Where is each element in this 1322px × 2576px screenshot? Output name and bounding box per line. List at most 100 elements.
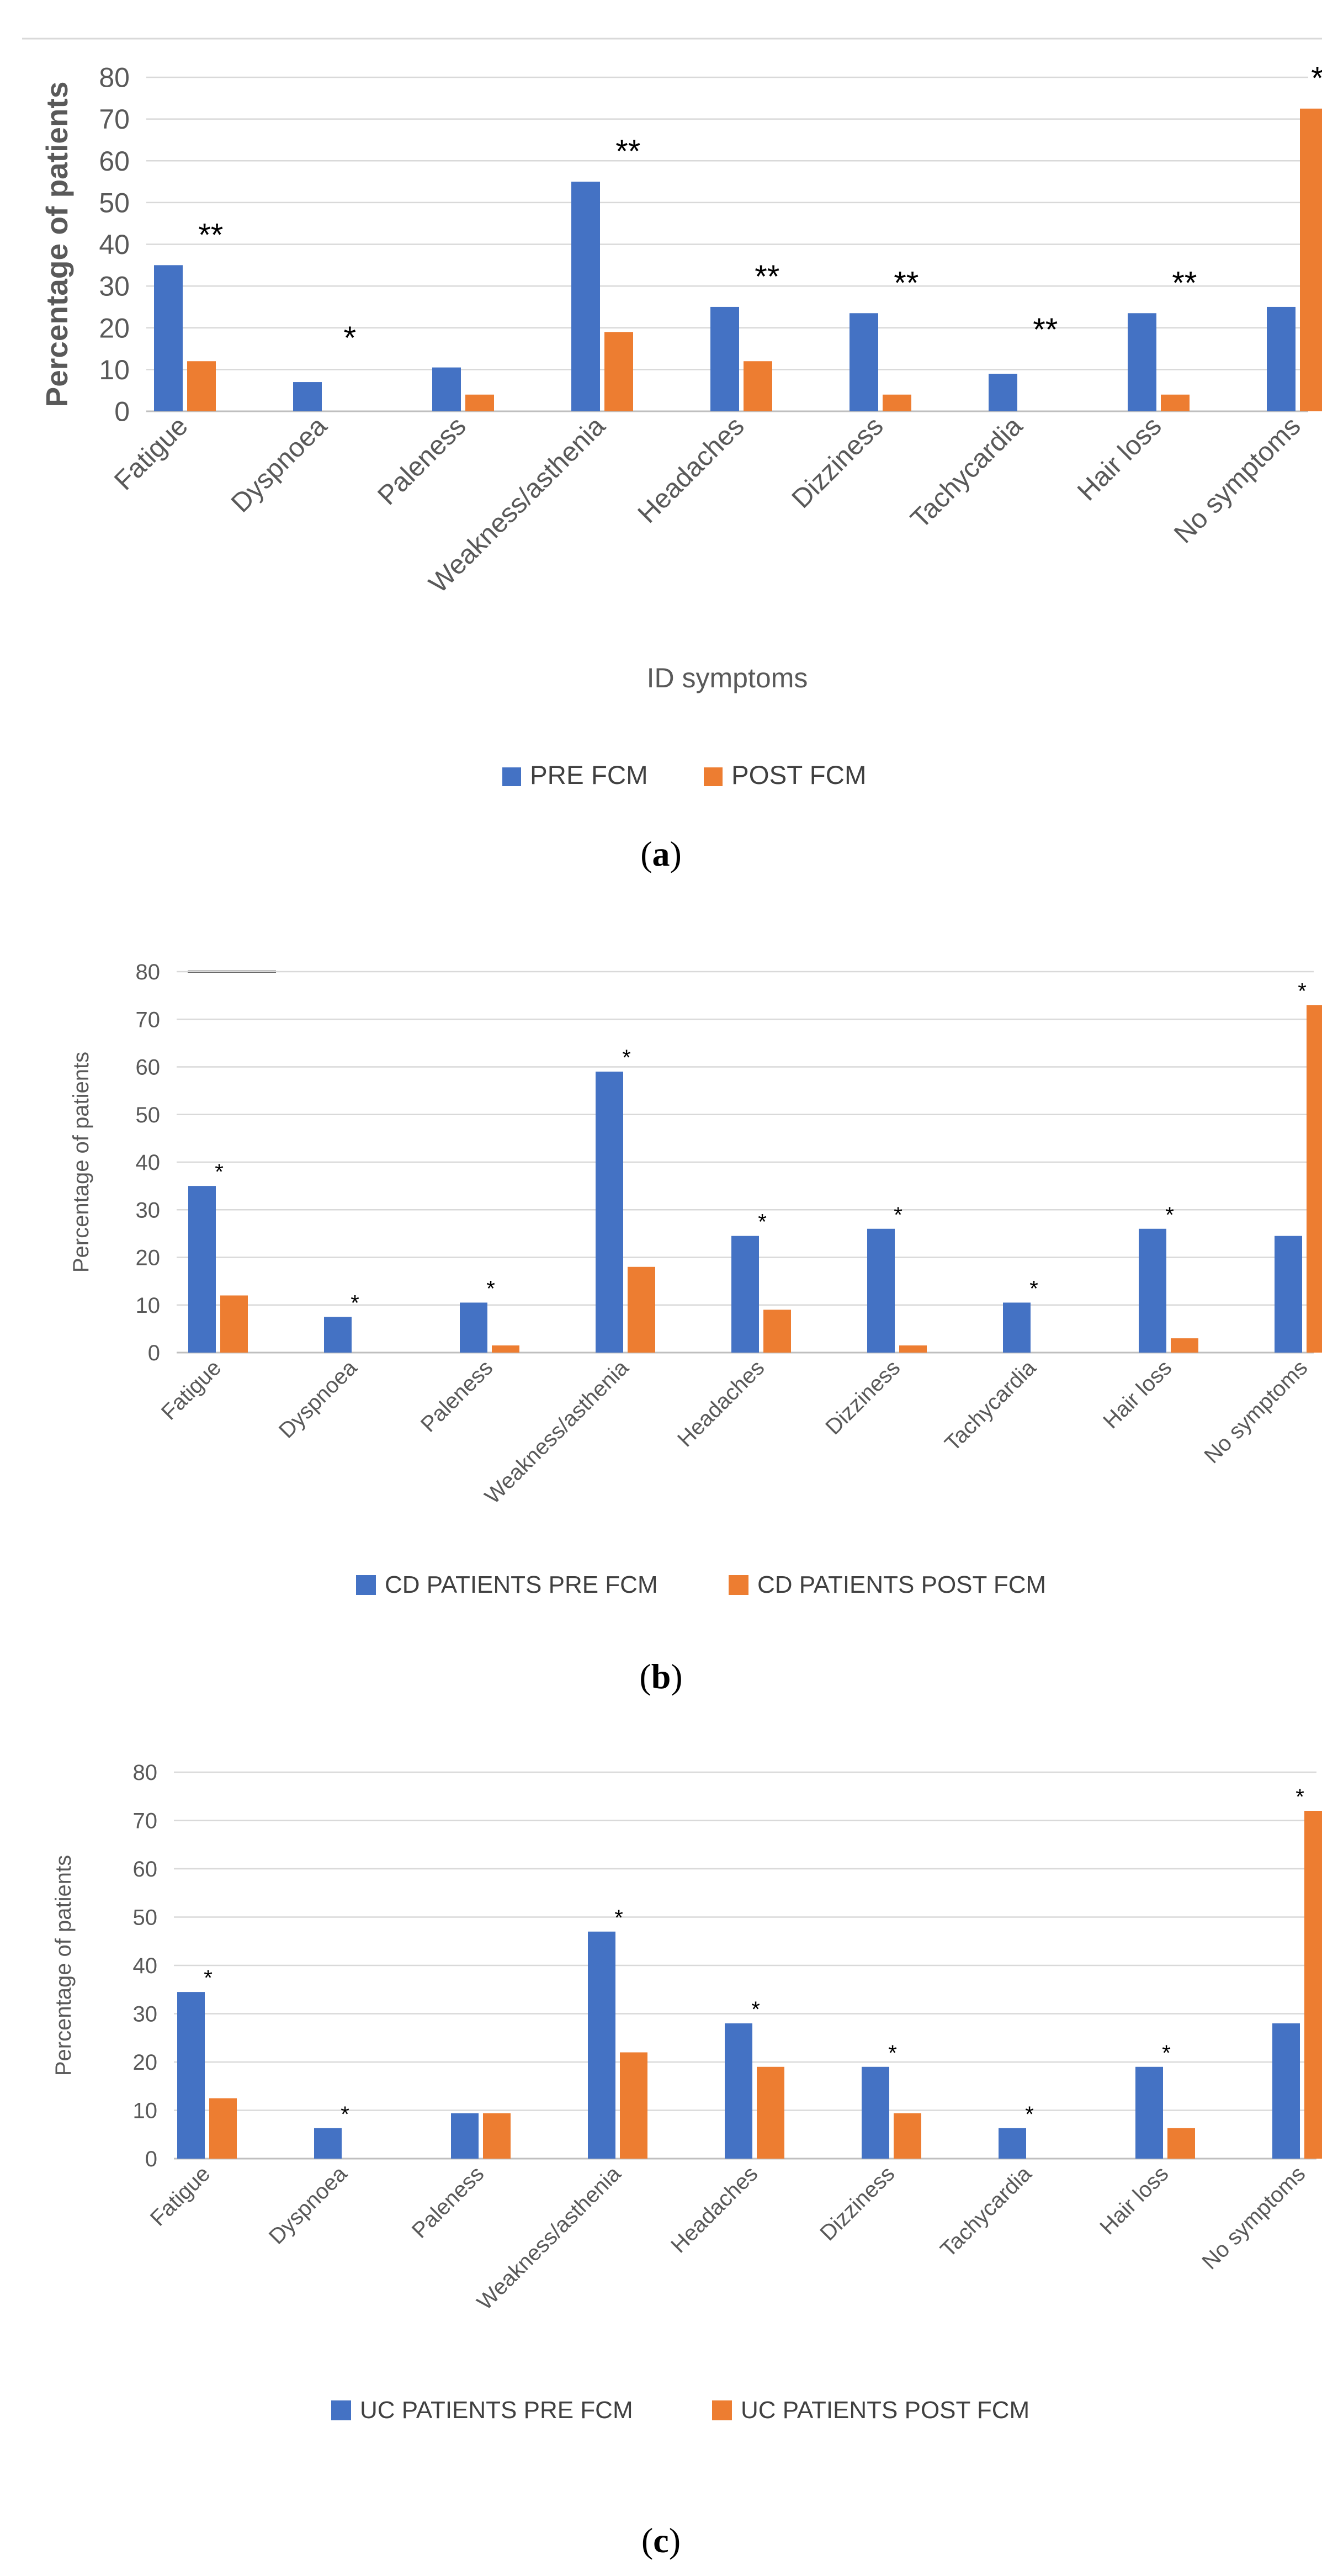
- significance-marker: *: [1298, 979, 1307, 1003]
- bar-pre-hair-loss: [1135, 2066, 1163, 2159]
- bar-post-hair-loss: [1167, 2128, 1195, 2159]
- significance-marker: *: [622, 1046, 631, 1070]
- y-tick-label: 60: [133, 1857, 158, 1881]
- bar-pre-dyspnoea: [293, 382, 322, 411]
- x-tick-label: Dizziness: [821, 1355, 905, 1439]
- legend-swatch-pre: [331, 2400, 351, 2420]
- x-tick-label: Dyspnoea: [226, 411, 333, 518]
- y-tick-label: 70: [99, 104, 130, 135]
- y-tick-label: 10: [133, 2099, 158, 2123]
- panel-label-c-letter: c: [653, 2521, 669, 2560]
- x-tick-label: Weakness/asthenia: [472, 2161, 626, 2315]
- y-tick-label: 70: [136, 1008, 161, 1032]
- bar-pre-hair-loss: [1139, 1228, 1166, 1353]
- bar-pre-paleness: [451, 2113, 479, 2159]
- bar-pre-no-symptoms: [1267, 306, 1296, 411]
- bar-pre-tachycardia: [989, 373, 1017, 411]
- panel-label-b: (b): [639, 1657, 683, 1696]
- y-tick-label: 40: [99, 229, 130, 260]
- significance-marker: **: [1033, 312, 1058, 348]
- bar-pre-fatigue: [177, 1992, 205, 2159]
- chart-panel-c: 0 10 20 30 40 50 60 70 80 Percentage of patients *…: [0, 1722, 1322, 2523]
- bar-pre-fatigue: [188, 1186, 216, 1353]
- x-tick-label: Fatigue: [157, 1355, 226, 1424]
- significance-marker: *: [1162, 2041, 1171, 2065]
- panel-label-a-letter: a: [652, 834, 670, 873]
- chart-panel-a: 0 10 20 30 40 50 60 70 80 Percentage of patients *…: [0, 0, 1322, 861]
- significance-marker: *: [344, 320, 357, 356]
- bar-pre-no-symptoms: [1272, 2023, 1300, 2159]
- bar-post-fatigue: [220, 1295, 248, 1353]
- y-tick-label: 0: [145, 2147, 157, 2171]
- y-tick-label: 40: [133, 1954, 158, 1978]
- significance-marker: **: [755, 259, 779, 295]
- bar-pre-dizziness: [867, 1228, 895, 1353]
- x-tick-label: Hair loss: [1098, 1355, 1176, 1433]
- x-tick-label: Headaches: [673, 1355, 769, 1451]
- y-tick-label: 50: [133, 1906, 158, 1930]
- y-axis-title: Percentage of patients: [51, 1855, 76, 2076]
- x-tick-label: Dyspnoea: [274, 1355, 362, 1443]
- significance-marker: *: [1296, 1785, 1304, 1809]
- y-tick-label: 20: [99, 312, 130, 343]
- y-tick-label: 40: [136, 1151, 161, 1175]
- bar-pre-hair-loss: [1128, 313, 1156, 411]
- x-tick-label: No symptoms: [1169, 411, 1307, 549]
- bar-pre-dyspnoea: [324, 1317, 352, 1353]
- x-tick-label: Dizziness: [815, 2161, 899, 2245]
- legend-swatch-post: [704, 767, 723, 786]
- legend-label-post: UC PATIENTS POST FCM: [741, 2397, 1029, 2424]
- significance-marker: *: [486, 1276, 495, 1301]
- significance-marker: *: [1165, 1203, 1174, 1227]
- chart-a: 0 10 20 30 40 50 60 70 80 Percentage of patients *…: [22, 38, 1322, 790]
- y-tick-label: 0: [114, 396, 130, 427]
- legend-label-post: POST FCM: [731, 761, 867, 790]
- y-tick-label: 0: [148, 1341, 160, 1365]
- y-tick-label: 30: [99, 271, 130, 302]
- x-tick-label: No symptoms: [1197, 2161, 1310, 2274]
- legend-label-pre: PRE FCM: [530, 761, 648, 790]
- bar-pre-headaches: [725, 2023, 752, 2159]
- x-tick-label: Dizziness: [786, 411, 889, 514]
- significance-marker: *: [614, 1906, 623, 1930]
- legend-swatch-pre: [356, 1575, 376, 1595]
- significance-marker: **: [894, 265, 919, 301]
- significance-marker: *: [204, 1966, 213, 1990]
- significance-marker: **: [615, 134, 640, 169]
- significance-marker: *: [351, 1291, 359, 1315]
- bar-post-hair-loss: [1171, 1338, 1198, 1353]
- legend-swatch-pre: [502, 767, 521, 786]
- bar-post-weakness-asthenia: [628, 1266, 655, 1353]
- y-tick-label: 50: [136, 1103, 161, 1127]
- y-tick-label: 30: [133, 2002, 158, 2027]
- bar-pre-weakness-asthenia: [588, 1931, 615, 2159]
- bar-pre-paleness: [432, 367, 461, 411]
- significance-marker: **: [1311, 61, 1322, 97]
- significance-marker: *: [215, 1160, 224, 1184]
- y-tick-label: 80: [99, 62, 130, 93]
- bar-pre-headaches: [731, 1236, 759, 1353]
- x-tick-label: Tachycardia: [940, 1355, 1041, 1456]
- bar-post-fatigue: [209, 2098, 237, 2159]
- chart-c: 0 10 20 30 40 50 60 70 80 Percentage of patients *…: [51, 1761, 1322, 2424]
- x-axis-title: ID symptoms: [647, 662, 808, 693]
- bar-post-weakness-asthenia: [620, 2052, 647, 2159]
- significance-marker: **: [198, 217, 223, 253]
- legend-label-pre: CD PATIENTS PRE FCM: [385, 1571, 658, 1598]
- bar-pre-paleness: [460, 1302, 487, 1353]
- x-tick-label: Tachycardia: [905, 411, 1029, 534]
- panel-label-b-letter: b: [651, 1657, 671, 1696]
- bar-post-no-symptoms: [1304, 1811, 1322, 2159]
- x-tick-label: Hair loss: [1072, 411, 1167, 507]
- bar-post-paleness: [465, 394, 494, 411]
- y-axis-title: Percentage of patients: [40, 82, 74, 407]
- x-tick-label: Tachycardia: [936, 2161, 1037, 2262]
- significance-marker: *: [1029, 1276, 1038, 1301]
- legend-label-post: CD PATIENTS POST FCM: [757, 1571, 1046, 1598]
- x-tick-label: Headaches: [632, 411, 750, 529]
- significance-marker: *: [894, 1203, 902, 1227]
- significance-marker: *: [1025, 2102, 1034, 2127]
- y-tick-label: 70: [133, 1809, 158, 1833]
- y-tick-label: 80: [136, 960, 161, 984]
- significance-marker: *: [758, 1210, 767, 1234]
